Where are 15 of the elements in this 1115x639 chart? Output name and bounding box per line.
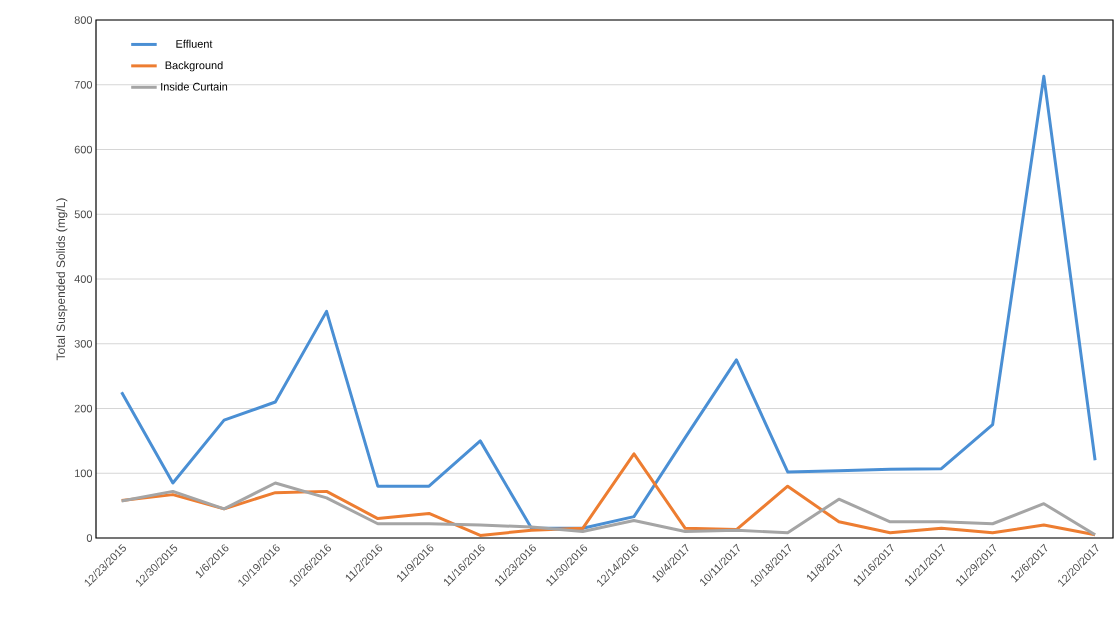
legend-label: Effluent (176, 39, 213, 48)
y-tick-label: 600 (74, 145, 93, 154)
y-tick-label: 100 (75, 469, 93, 478)
y-tick-label: 500 (74, 210, 93, 219)
line-series (120, 74, 1097, 530)
line-series (120, 481, 1097, 537)
legend-label: Inside Curtain (161, 82, 228, 91)
y-axis-title: Total Suspended Solids (mg/L) (56, 198, 68, 361)
y-tick-label: 800 (74, 16, 93, 24)
y-tick-label: 200 (74, 404, 93, 413)
y-tick-label: 0 (86, 534, 93, 542)
legend-label: Background (165, 61, 223, 72)
y-tick-label: 300 (74, 339, 93, 348)
y-tick-label: 700 (74, 80, 93, 89)
y-tick-label: 400 (74, 275, 93, 283)
